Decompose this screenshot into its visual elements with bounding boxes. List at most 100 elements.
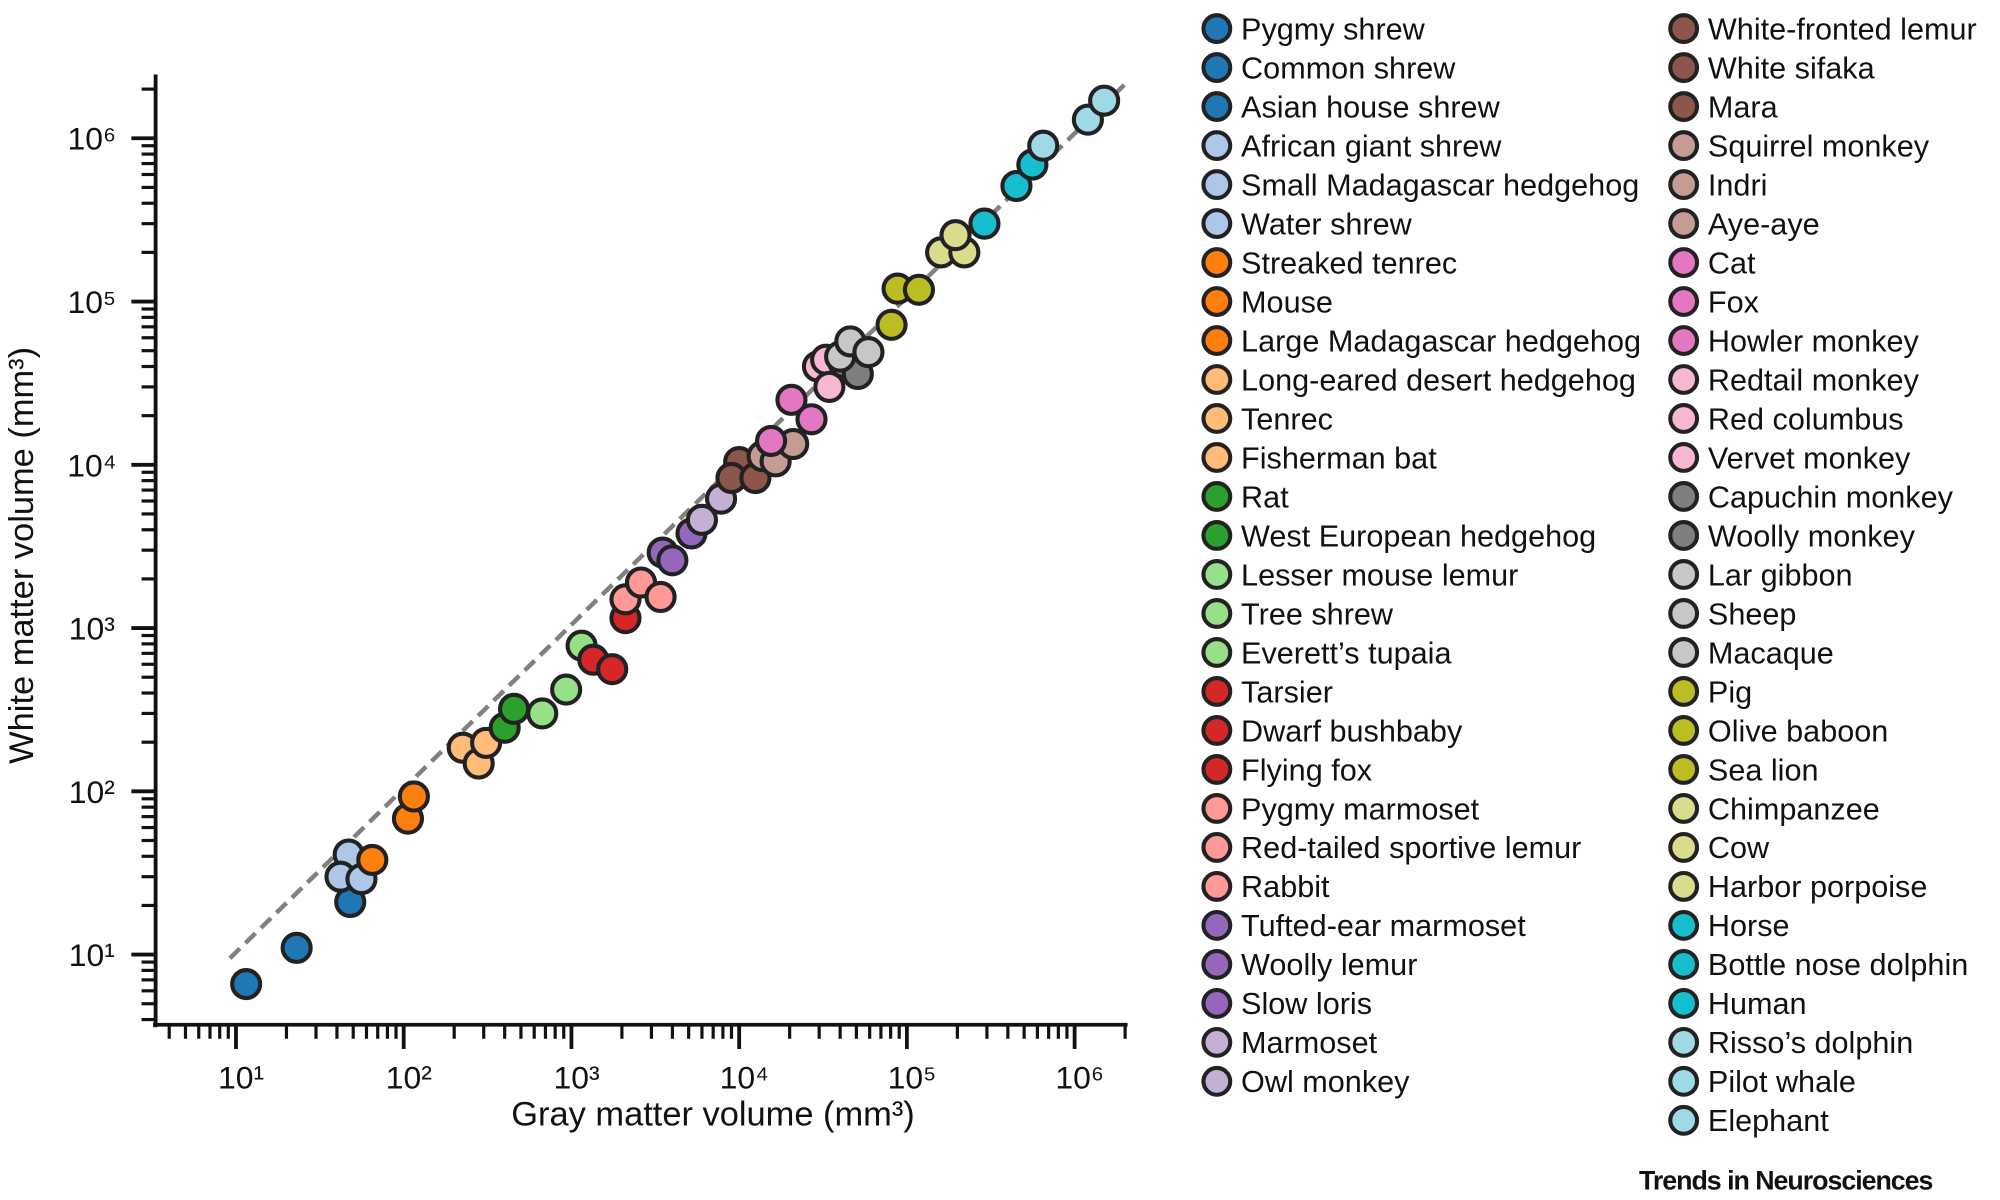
legend-item: Rabbit	[1201, 870, 1330, 904]
data-point: Dwarf bushbaby	[596, 653, 629, 686]
legend-marker	[1668, 715, 1700, 746]
tick-labels: 10¹ 10² 10³ 10⁴ 10⁵ 10⁶ 10¹ 10² 10³ 10⁴ 10⁵ 10⁶	[67, 121, 1104, 1096]
legend-marker	[1668, 520, 1700, 551]
legend-marker	[1668, 831, 1700, 863]
legend-marker	[1201, 52, 1233, 83]
legend-label: Red-tailed sportive lemur	[1241, 831, 1581, 865]
legend-item: West European hedgehog	[1201, 519, 1596, 553]
legend-label: Fox	[1708, 285, 1759, 319]
legend-label: Long-eared desert hedgehog	[1241, 363, 1636, 397]
legend-marker	[1668, 792, 1700, 824]
legend-item: Harbor porpoise	[1668, 870, 1927, 904]
legend-item: Red columbus	[1668, 402, 1904, 436]
legend-item: Streaked tenrec	[1201, 246, 1457, 280]
legend-item: Mouse	[1201, 285, 1333, 319]
legend-marker	[1668, 247, 1700, 278]
data-point: Macaque	[852, 336, 885, 369]
data-point: Elephant	[1088, 84, 1121, 117]
x-axis-title: Gray matter volume (mm³)	[511, 1096, 915, 1134]
legend-label: Harbor porpoise	[1708, 870, 1927, 904]
legend-item: Risso’s dolphin	[1668, 1026, 1913, 1060]
legend-marker	[1668, 403, 1700, 434]
legend-marker	[1201, 831, 1233, 863]
legend-marker	[1668, 364, 1700, 395]
legend-marker	[1201, 948, 1233, 980]
legend-label: Water shrew	[1241, 207, 1413, 241]
data-point: Bottle nose dolphin	[1000, 169, 1033, 203]
legend-label: Everett’s tupaia	[1241, 636, 1452, 670]
legend-marker	[1668, 130, 1700, 161]
legend-item: Everett’s tupaia	[1201, 636, 1452, 670]
data-point: Vervet monkey	[813, 370, 846, 403]
legend-label: Indri	[1708, 168, 1768, 202]
legend-marker	[1668, 559, 1700, 590]
legend-item: Fox	[1668, 285, 1759, 319]
legend-label: Dwarf bushbaby	[1241, 714, 1463, 748]
legend-label: Sea lion	[1708, 753, 1819, 787]
legend-label: Tree shrew	[1241, 597, 1394, 631]
legend-item: Pygmy shrew	[1201, 12, 1426, 46]
legend-item: Large Madagascar hedgehog	[1201, 324, 1641, 358]
legend-item: Sea lion	[1668, 753, 1819, 787]
legend-label: Woolly lemur	[1241, 948, 1417, 982]
legend-label: Tenrec	[1241, 402, 1333, 436]
legend-marker	[1668, 909, 1700, 941]
legend-label: Rabbit	[1241, 870, 1330, 904]
y-tick-label: 10¹	[69, 937, 115, 973]
legend-label: Slow loris	[1241, 987, 1372, 1021]
legend-marker	[1668, 948, 1700, 980]
legend-item: White-fronted lemur	[1668, 12, 1977, 46]
legend-marker	[1668, 325, 1700, 356]
legend-label: Bottle nose dolphin	[1708, 948, 1968, 982]
x-tick-label: 10⁶	[1055, 1060, 1104, 1096]
legend-item: Vervet monkey	[1668, 441, 1911, 475]
legend-label: Asian house shrew	[1241, 90, 1501, 124]
legend-label: Large Madagascar hedgehog	[1241, 324, 1641, 358]
legend-marker	[1201, 325, 1233, 356]
data-point: Harbor porpoise	[939, 219, 972, 252]
legend-marker	[1668, 753, 1700, 785]
x-tick-label: 10¹	[218, 1060, 264, 1096]
data-point: Fox	[795, 403, 828, 436]
legend-label: Rat	[1241, 480, 1289, 514]
x-tick-label: 10⁵	[888, 1060, 937, 1096]
legend-item: Cow	[1668, 831, 1770, 865]
legend-item: African giant shrew	[1201, 129, 1502, 163]
legend-item: Human	[1668, 987, 1807, 1021]
legend-label: Chimpanzee	[1708, 792, 1880, 826]
legend-item: Macaque	[1668, 636, 1834, 670]
legend-marker	[1201, 792, 1233, 824]
legend-item: Owl monkey	[1201, 1065, 1410, 1099]
legend-item: Horse	[1668, 909, 1790, 943]
legend-marker	[1201, 676, 1233, 707]
legend-label: Howler monkey	[1708, 324, 1920, 358]
legend-marker	[1668, 676, 1700, 707]
y-tick-label: 10⁵	[68, 284, 117, 320]
data-point: West European hedgehog	[497, 692, 531, 725]
legend-label: Tufted-ear marmoset	[1241, 909, 1526, 943]
legend-item: Bottle nose dolphin	[1668, 948, 1968, 982]
data-point: Horse	[968, 207, 1001, 240]
legend-item: Capuchin monkey	[1668, 480, 1954, 514]
legend-item: Pygmy marmoset	[1201, 792, 1480, 826]
legend-marker	[1668, 1026, 1700, 1058]
legend-label: Cat	[1708, 246, 1756, 280]
legend-label: Cow	[1708, 831, 1770, 865]
legend-label: Olive baboon	[1708, 714, 1888, 748]
x-tick-label: 10²	[386, 1060, 432, 1096]
legend-item: Tenrec	[1201, 402, 1333, 436]
legend-marker	[1201, 1065, 1233, 1097]
legend-marker	[1668, 598, 1700, 629]
legend-item: Rat	[1201, 480, 1289, 514]
legend-label: Risso’s dolphin	[1708, 1026, 1913, 1060]
legend-marker	[1201, 559, 1233, 590]
y-tick-label: 10²	[69, 774, 115, 810]
legend-item: Pig	[1668, 675, 1752, 709]
legend-marker	[1201, 208, 1233, 239]
legend-label: Vervet monkey	[1708, 441, 1911, 475]
legend-item: Chimpanzee	[1668, 792, 1880, 826]
legend-label: Mara	[1708, 90, 1779, 124]
legend-label: Common shrew	[1241, 51, 1456, 85]
legend-label: Woolly monkey	[1708, 519, 1916, 553]
